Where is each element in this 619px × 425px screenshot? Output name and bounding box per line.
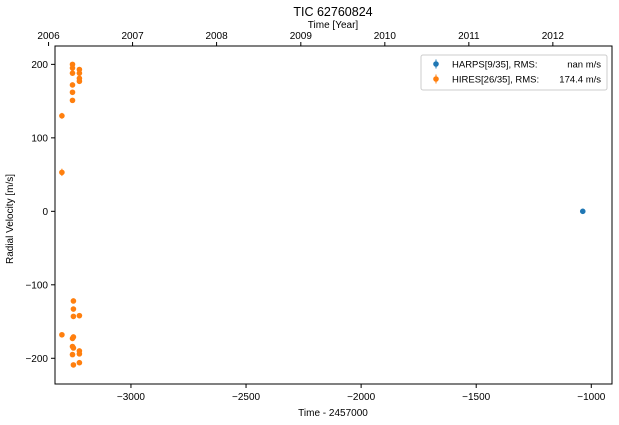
y-tick-label: 0 bbox=[42, 207, 48, 218]
y-axis-label: Radial Velocity [m/s] bbox=[5, 174, 16, 264]
data-point bbox=[59, 331, 65, 338]
plot-frame bbox=[54, 45, 613, 385]
top-x-tick-label: 2012 bbox=[542, 31, 565, 42]
top-x-tick-label: 2008 bbox=[205, 31, 228, 42]
y-tick-label: 100 bbox=[31, 133, 48, 144]
x-tick-label: −2000 bbox=[347, 392, 376, 403]
top-x-tick-label: 2009 bbox=[290, 31, 313, 42]
data-point bbox=[70, 345, 77, 351]
top-x-axis-label: Time [Year] bbox=[308, 20, 359, 31]
data-point bbox=[76, 78, 83, 85]
x-axis-ticks: −3000 −2500 −2000 −1500 −1000 bbox=[117, 384, 606, 403]
legend-series-name: HIRES[26/35], RMS: bbox=[452, 75, 539, 86]
chart-title: TIC 62760824 bbox=[293, 5, 372, 19]
y-axis-ticks: −200 −100 0 100 200 bbox=[25, 60, 55, 365]
y-tick-label: −100 bbox=[25, 280, 48, 291]
data-point bbox=[69, 89, 76, 96]
data-point bbox=[76, 70, 83, 76]
data-point bbox=[69, 351, 76, 358]
data-point bbox=[69, 70, 76, 76]
data-point bbox=[76, 312, 83, 319]
legend-series-rms: nan m/s bbox=[567, 60, 601, 71]
x-tick-label: −3000 bbox=[117, 392, 146, 403]
data-point bbox=[69, 97, 76, 104]
data-point bbox=[59, 113, 65, 119]
legend-marker bbox=[433, 76, 439, 82]
data-point bbox=[76, 359, 83, 366]
data-point bbox=[579, 208, 586, 215]
x-tick-label: −1000 bbox=[577, 392, 606, 403]
legend-series-rms: 174.4 m/s bbox=[559, 75, 601, 86]
data-point bbox=[69, 65, 76, 71]
data-point bbox=[70, 298, 77, 304]
top-x-tick-label: 2006 bbox=[37, 31, 60, 42]
data-points bbox=[59, 61, 586, 368]
top-x-axis-ticks: 2006 2007 2008 2009 2010 2011 2012 bbox=[37, 31, 564, 46]
legend-box bbox=[420, 54, 608, 91]
top-x-tick-label: 2010 bbox=[374, 31, 397, 42]
legend-marker bbox=[433, 61, 439, 67]
data-point bbox=[59, 169, 65, 176]
data-point bbox=[69, 335, 76, 342]
top-x-tick-label: 2007 bbox=[121, 31, 144, 42]
x-tick-label: −1500 bbox=[462, 392, 491, 403]
legend-series-name: HARPS[9/35], RMS: bbox=[452, 60, 538, 71]
data-point bbox=[70, 306, 77, 312]
x-axis-label: Time - 2457000 bbox=[298, 408, 368, 419]
legend-entries: HARPS[9/35], RMS: nan m/s HIRES[26/35], RM… bbox=[433, 59, 601, 86]
data-point bbox=[70, 313, 77, 320]
legend: HARPS[9/35], RMS: nan m/s HIRES[26/35], RM… bbox=[420, 54, 608, 91]
data-point bbox=[69, 82, 76, 88]
top-x-tick-label: 2011 bbox=[458, 31, 480, 42]
x-tick-label: −2500 bbox=[232, 392, 261, 403]
data-point bbox=[70, 362, 77, 368]
data-point bbox=[76, 351, 83, 357]
y-tick-label: 200 bbox=[31, 60, 48, 71]
y-tick-label: −200 bbox=[25, 354, 48, 365]
